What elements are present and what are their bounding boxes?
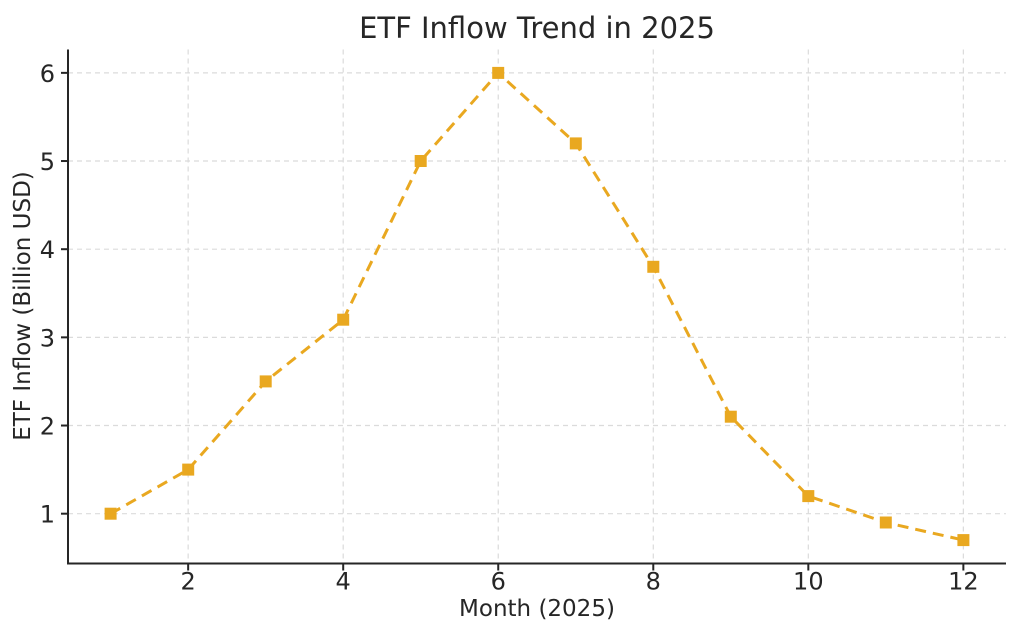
x-tick-label: 4 xyxy=(336,568,351,596)
x-axis-label: Month (2025) xyxy=(459,596,615,622)
x-tick-label: 6 xyxy=(491,568,506,596)
data-point-marker xyxy=(802,490,815,503)
y-tick-label: 6 xyxy=(40,60,55,88)
y-tick-label: 5 xyxy=(40,148,55,176)
data-point-marker xyxy=(337,313,350,326)
x-tick-label: 8 xyxy=(646,568,661,596)
y-tick-label: 3 xyxy=(40,324,55,352)
data-point-marker xyxy=(957,534,970,547)
y-tick-label: 4 xyxy=(40,236,55,264)
axis-layer xyxy=(61,49,1006,571)
x-tick-label: 10 xyxy=(793,568,824,596)
data-point-marker xyxy=(182,463,195,476)
data-point-marker xyxy=(259,375,272,388)
y-tick-label: 2 xyxy=(40,413,55,441)
y-tick-label: 1 xyxy=(40,501,55,529)
data-point-marker xyxy=(414,155,427,167)
data-point-marker xyxy=(569,137,582,150)
trend-line xyxy=(109,70,964,542)
data-point-marker xyxy=(879,516,892,529)
x-tick-label: 12 xyxy=(948,568,979,596)
chart-title: ETF Inflow Trend in 2025 xyxy=(359,11,715,45)
data-point-marker xyxy=(724,410,737,423)
x-tick-label: 2 xyxy=(181,568,196,596)
data-point-marker xyxy=(647,260,660,273)
y-axis-label: ETF Inflow (Billion USD) xyxy=(10,171,36,441)
data-point-marker xyxy=(104,507,117,520)
data-point-marker xyxy=(492,66,505,79)
trend-line-series xyxy=(104,66,970,547)
grid-layer xyxy=(68,49,1006,564)
